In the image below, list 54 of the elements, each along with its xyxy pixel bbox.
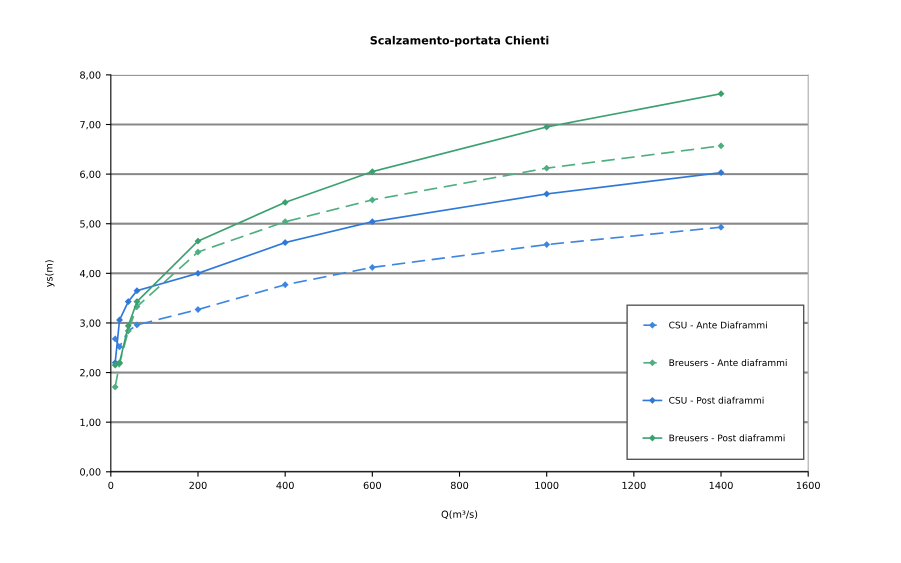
x-tick-label: 1600 xyxy=(796,482,820,490)
point xyxy=(544,165,550,172)
point xyxy=(125,322,132,330)
point xyxy=(194,248,202,256)
legend-label: CSU - Ante Diaframmi xyxy=(669,321,767,328)
point xyxy=(134,298,140,305)
point xyxy=(112,384,118,390)
legend-label: Breusers - Ante diaframmi xyxy=(670,359,787,366)
point xyxy=(718,224,724,230)
point xyxy=(718,142,724,149)
point xyxy=(369,168,376,175)
point xyxy=(282,218,288,225)
point xyxy=(194,306,202,313)
point xyxy=(718,90,724,97)
y-tick-label: 0,00 xyxy=(80,468,100,477)
x-tick-label: 1200 xyxy=(622,482,646,490)
point xyxy=(125,298,132,305)
point xyxy=(112,362,118,368)
point xyxy=(544,241,550,248)
point xyxy=(369,264,376,271)
point xyxy=(544,124,550,130)
legend-label: Breusers - Post diaframmi xyxy=(670,434,784,442)
x-tick-label: 0 xyxy=(108,482,114,490)
x-tick-label: 1000 xyxy=(535,482,558,490)
x-axis-title: Q(m³/s) xyxy=(442,510,478,520)
point xyxy=(369,218,376,225)
point xyxy=(544,190,550,198)
y-tick-label: 3,00 xyxy=(80,319,100,328)
point xyxy=(194,270,202,276)
x-tick-label: 200 xyxy=(189,482,207,490)
y-tick-label: 1,00 xyxy=(80,418,100,428)
point xyxy=(112,336,118,342)
y-tick-label: 5,00 xyxy=(80,220,100,229)
point xyxy=(369,196,376,204)
point xyxy=(194,238,202,244)
y-tick-label: 7,00 xyxy=(80,120,100,130)
point xyxy=(116,316,123,324)
x-tick-label: 400 xyxy=(276,482,294,490)
point xyxy=(282,282,288,288)
y-tick-label: 2,00 xyxy=(80,369,100,378)
y-tick-label: 4,00 xyxy=(80,270,100,278)
point xyxy=(134,288,140,294)
point xyxy=(134,322,140,328)
point xyxy=(282,239,288,246)
x-tick-label: 600 xyxy=(364,482,381,490)
y-axis-title: ys(m) xyxy=(45,260,54,287)
x-tick-label: 1400 xyxy=(710,482,733,490)
x-tick-label: 800 xyxy=(450,482,468,490)
point xyxy=(282,199,288,206)
chart-title: Scalzamento-portata Chienti xyxy=(370,36,548,47)
point xyxy=(718,169,724,176)
y-tick-label: 8,00 xyxy=(80,71,100,80)
legend-label: CSU - Post diaframmi xyxy=(669,396,764,404)
y-tick-label: 6,00 xyxy=(80,170,100,179)
